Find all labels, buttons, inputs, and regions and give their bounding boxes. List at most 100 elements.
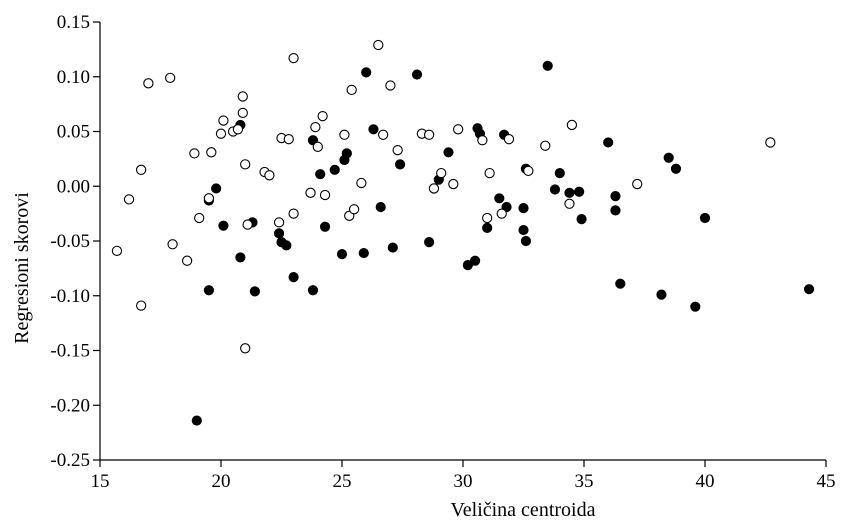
filled-data-point: [656, 289, 667, 300]
filled-data-point: [191, 415, 202, 426]
data-points: [111, 39, 815, 426]
filled-data-point: [520, 235, 532, 247]
open-data-point: [477, 135, 488, 146]
open-data-point: [373, 39, 384, 51]
x-tick-label: 15: [91, 471, 110, 492]
x-tick-label: 40: [696, 471, 715, 492]
open-data-point: [377, 129, 389, 140]
filled-data-point: [319, 221, 331, 232]
filled-data-point: [281, 240, 292, 251]
open-data-point: [310, 121, 321, 133]
open-data-point: [385, 80, 396, 91]
filled-data-point: [803, 284, 815, 295]
filled-data-point: [470, 255, 481, 266]
open-data-point: [237, 107, 248, 119]
open-data-point: [111, 245, 123, 257]
open-data-point: [523, 165, 534, 177]
filled-data-point: [375, 201, 386, 213]
x-axis-title: Veličina centroida: [451, 499, 596, 521]
x-tick-label: 20: [212, 471, 231, 492]
axes: [99, 22, 826, 461]
y-tick-label: -0.10: [50, 286, 90, 307]
open-data-point: [448, 178, 459, 190]
open-data-point: [240, 343, 251, 354]
filled-data-point: [394, 159, 406, 170]
open-data-point: [436, 167, 447, 179]
filled-data-point: [699, 212, 711, 224]
filled-data-point: [518, 224, 529, 236]
open-data-point: [218, 115, 229, 126]
y-tick-label: 0.10: [57, 67, 90, 88]
open-data-point: [428, 183, 440, 194]
open-data-point: [540, 140, 551, 151]
filled-data-point: [615, 278, 626, 289]
open-data-point: [237, 91, 248, 102]
open-data-point: [632, 178, 643, 190]
filled-data-point: [249, 286, 260, 297]
filled-data-point: [411, 69, 423, 80]
filled-data-point: [387, 242, 398, 253]
y-axis-title: Regresioni skorovi: [11, 192, 33, 344]
filled-data-point: [443, 147, 454, 158]
filled-data-point: [576, 214, 587, 225]
open-data-point: [566, 119, 578, 131]
filled-data-point: [368, 124, 379, 135]
open-data-point: [240, 159, 251, 170]
filled-data-point: [315, 169, 326, 180]
y-ticks: -0.25 -0.20 -0.15 -0.10 -0.05 0.00 0.05 0.10 0.1…: [50, 12, 100, 471]
open-data-point: [496, 208, 507, 219]
y-tick-label: -0.15: [50, 341, 90, 362]
filled-data-point: [218, 220, 229, 231]
open-data-point: [181, 255, 193, 266]
open-data-point: [165, 72, 176, 83]
open-data-point: [392, 144, 403, 156]
filled-data-point: [663, 152, 674, 163]
filled-data-point: [273, 228, 285, 239]
filled-data-point: [564, 187, 575, 198]
filled-data-point: [424, 236, 435, 248]
filled-data-point: [341, 148, 352, 159]
open-data-point: [273, 217, 285, 228]
open-data-point: [356, 177, 367, 189]
x-tick-label: 30: [454, 471, 473, 492]
open-data-point: [346, 84, 357, 96]
x-tick-label: 35: [575, 471, 594, 492]
y-tick-label: -0.25: [50, 450, 90, 471]
x-ticks: 15 20 25 30 35 40 45: [91, 460, 836, 492]
open-data-point: [203, 193, 215, 204]
filled-data-point: [610, 191, 621, 202]
open-data-point: [189, 148, 200, 159]
filled-data-point: [542, 60, 553, 71]
open-data-point: [283, 134, 294, 145]
filled-data-point: [518, 203, 529, 214]
y-tick-label: 0.15: [57, 12, 90, 33]
open-data-point: [232, 124, 244, 135]
filled-data-point: [307, 285, 319, 296]
open-data-point: [305, 187, 316, 198]
open-data-point: [423, 129, 435, 140]
open-data-point: [288, 52, 299, 64]
open-data-point: [288, 208, 299, 219]
open-data-point: [564, 198, 575, 209]
open-data-point: [194, 212, 205, 224]
y-tick-label: 0.05: [57, 122, 90, 143]
filled-data-point: [336, 249, 348, 260]
y-tick-label: -0.20: [50, 395, 90, 416]
x-tick-label: 45: [817, 471, 836, 492]
filled-data-point: [361, 67, 372, 78]
open-data-point: [242, 219, 253, 230]
filled-data-point: [211, 183, 222, 194]
filled-data-point: [670, 163, 682, 174]
x-tick-label: 25: [333, 471, 352, 492]
filled-data-point: [574, 186, 585, 197]
open-data-point: [135, 164, 147, 175]
open-data-point: [215, 128, 227, 139]
open-data-point: [482, 212, 493, 224]
filled-data-point: [603, 137, 614, 148]
open-data-point: [484, 167, 495, 179]
filled-data-point: [610, 205, 621, 216]
open-data-point: [339, 129, 350, 140]
open-data-point: [348, 204, 360, 215]
open-data-point: [503, 134, 515, 145]
